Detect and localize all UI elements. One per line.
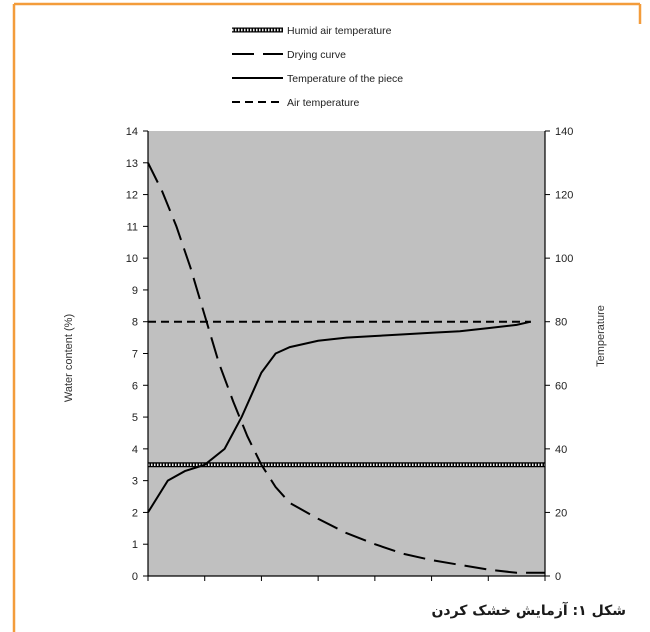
legend-label: Air temperature [287, 97, 360, 109]
y-tick-label-left: 2 [132, 507, 138, 519]
y-tick-label-left: 10 [126, 253, 138, 265]
series-layer [147, 162, 545, 574]
y-tick-label-left: 0 [132, 571, 138, 583]
y-tick-label-right: 20 [555, 507, 567, 519]
y-tick-label-left: 5 [132, 412, 138, 424]
y-tick-label-left: 14 [126, 126, 138, 138]
y-tick-label-right: 100 [555, 253, 573, 265]
y-tick-label-left: 7 [132, 349, 138, 361]
y-tick-label-left: 1 [132, 539, 138, 551]
y-tick-label-left: 8 [132, 317, 138, 329]
legend-item-temperature-of-the-piece: Temperature of the piece [232, 73, 403, 85]
y-tick-label-left: 3 [132, 476, 138, 488]
legend-label: Humid air temperature [287, 25, 392, 37]
y-tick-label-left: 9 [132, 285, 138, 297]
legend-label: Drying curve [287, 49, 346, 61]
y-tick-label-right: 140 [555, 126, 573, 138]
legend-item-drying-curve: Drying curve [232, 49, 346, 61]
series-drying-curve [147, 162, 545, 574]
y-tick-label-right: 40 [555, 444, 567, 456]
figure-caption: شکل ۱: آزمایش خشک کردن [431, 603, 626, 619]
y-tick-label-right: 60 [555, 380, 567, 392]
legend: Humid air temperature Drying curve Tempera… [232, 25, 403, 109]
y-tick-label-left: 12 [126, 190, 138, 202]
y-axis-title-right: Temperature [595, 305, 607, 367]
y-tick-label-left: 6 [132, 380, 138, 392]
legend-label: Temperature of the piece [287, 73, 403, 85]
series-temperature-of-the-piece [147, 320, 532, 513]
y-axis-title-left: Water content (%) [63, 314, 75, 402]
y-tick-label-left: 13 [126, 158, 138, 170]
y-tick-label-right: 120 [555, 190, 573, 202]
legend-item-humid-air-temperature: Humid air temperature [232, 25, 392, 37]
y-tick-label-left: 11 [127, 221, 138, 233]
y-tick-label-right: 80 [555, 317, 567, 329]
legend-item-air-temperature: Air temperature [232, 97, 360, 109]
y-tick-label-right: 0 [555, 571, 561, 583]
plot-area [148, 131, 545, 576]
y-tick-label-left: 4 [132, 444, 138, 456]
